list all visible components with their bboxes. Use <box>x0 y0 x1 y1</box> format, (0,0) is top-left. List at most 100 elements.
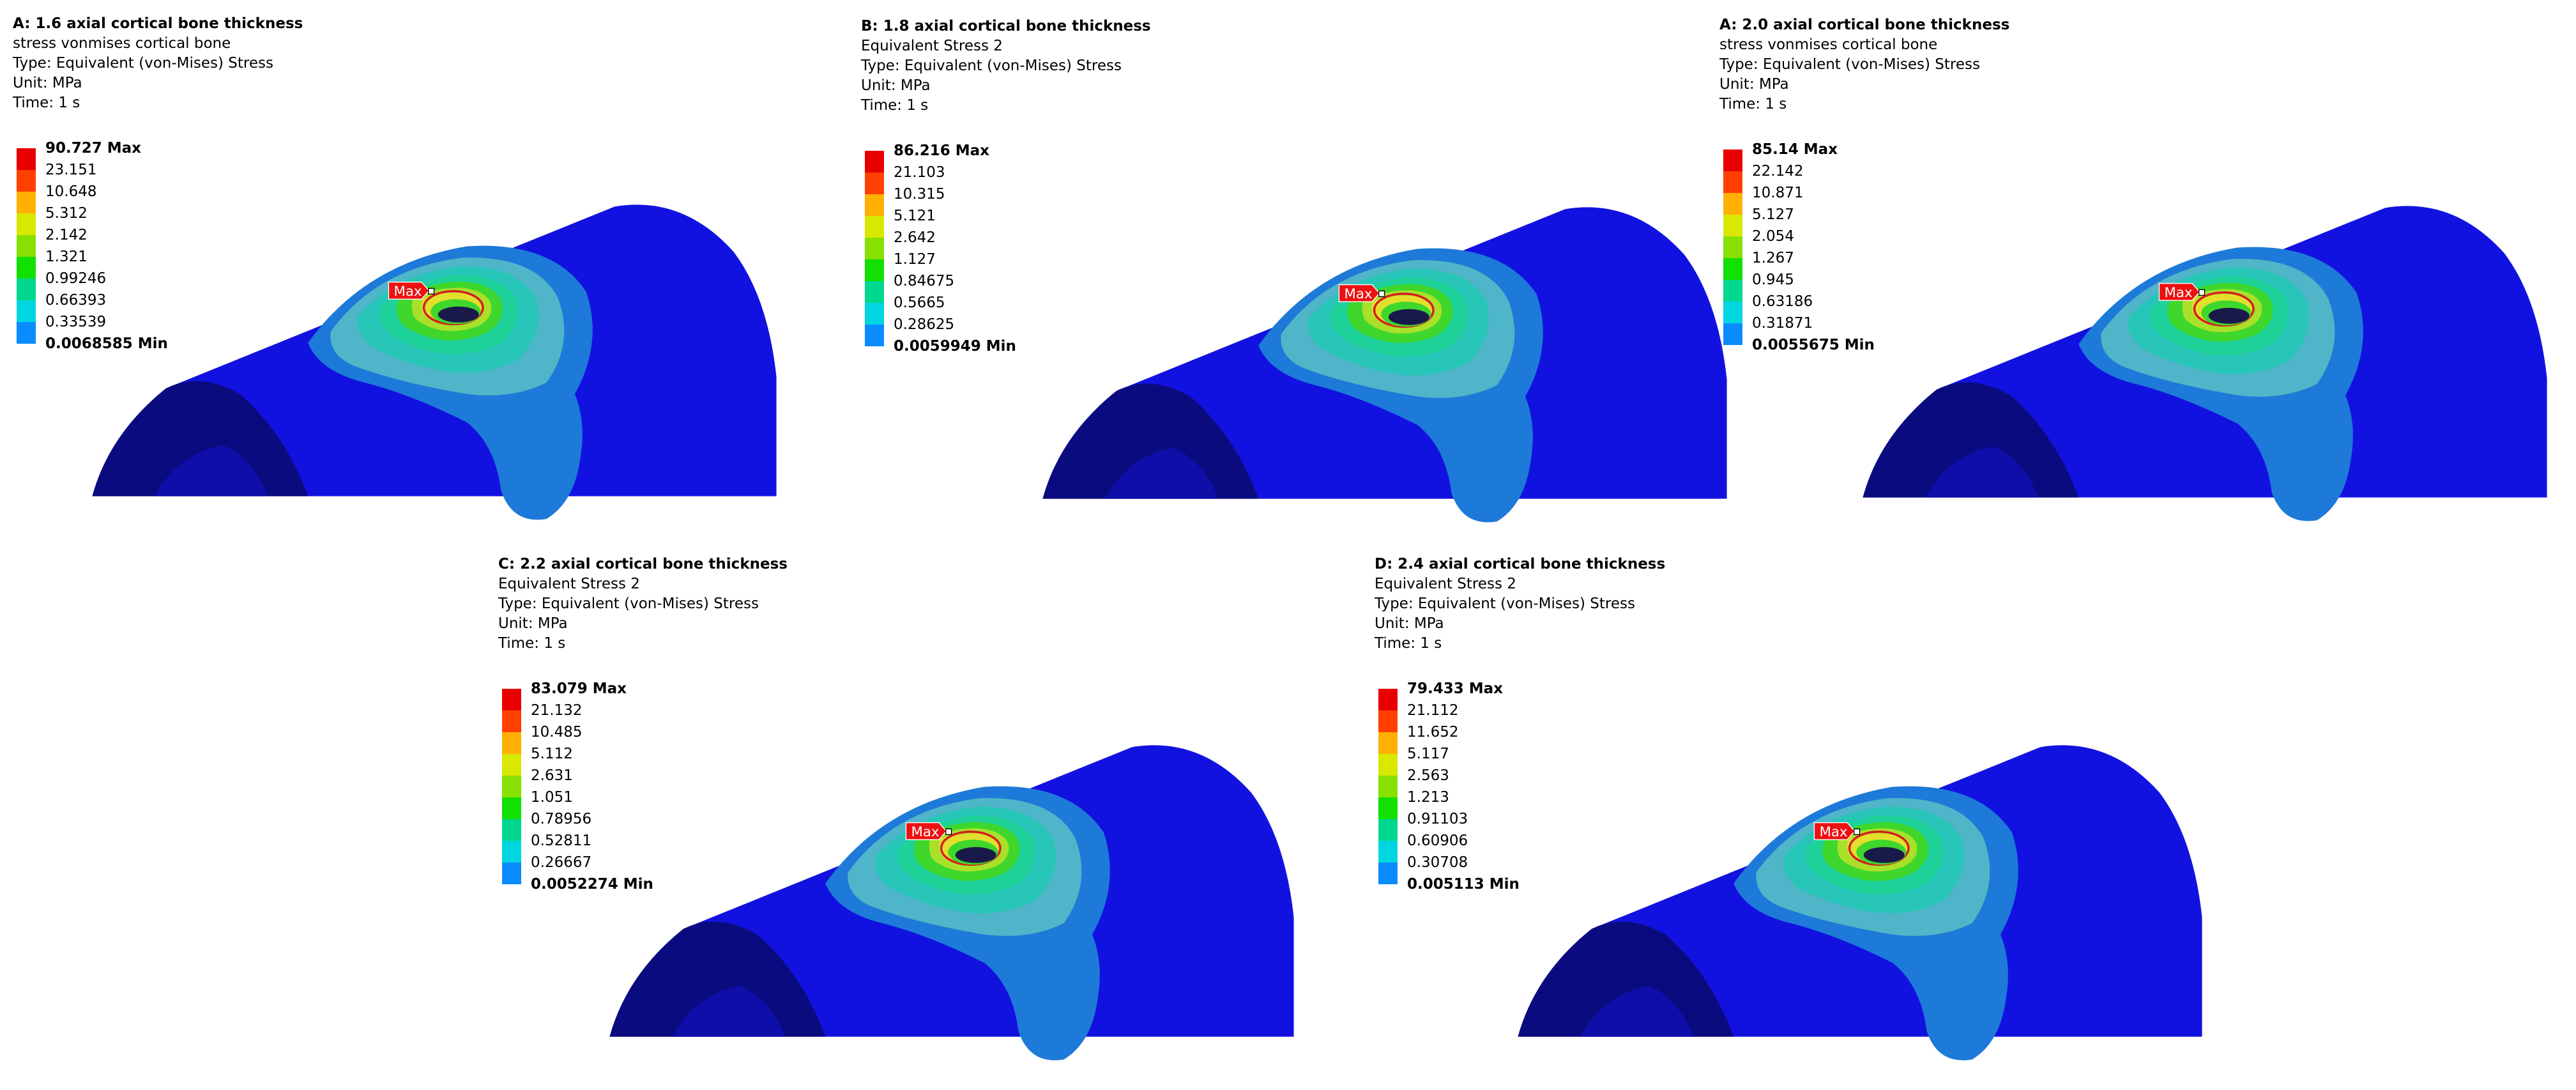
legend-value: 5.312 <box>45 205 88 222</box>
legend-value: 2.563 <box>1407 767 1449 784</box>
stress-band-red-ring <box>1373 293 1435 328</box>
legend-value: 21.103 <box>894 164 945 181</box>
legend-value: 2.631 <box>531 767 573 784</box>
legend-swatch <box>1723 150 1742 171</box>
panel-title: A: 2.0 axial cortical bone thickness <box>1719 17 2010 33</box>
color-legend: 79.433 Max 21.112 11.652 5.117 2.563 1.213 0.9… <box>1378 680 1570 900</box>
color-legend: 90.727 Max 23.151 10.648 5.312 2.142 1.321 0.9… <box>17 140 208 359</box>
legend-swatch <box>502 776 521 797</box>
panel-title: A: 1.6 axial cortical bone thickness <box>13 15 303 32</box>
panel-time: Time: 1 s <box>13 95 80 111</box>
cylinder-end-face <box>92 381 309 496</box>
max-tag-label: Max <box>1344 286 1372 302</box>
legend-max-value: 90.727 Max <box>45 140 142 157</box>
legend-value: 21.132 <box>531 702 583 719</box>
legend-value: 22.142 <box>1752 163 1804 180</box>
max-tag: Max <box>2158 282 2206 301</box>
legend-value: 10.485 <box>531 724 583 741</box>
panel-type: Type: Equivalent (von-Mises) Stress <box>861 58 1122 74</box>
legend-value: 5.117 <box>1407 746 1449 762</box>
legend-value: 5.121 <box>894 208 936 224</box>
legend-swatch <box>1378 819 1398 841</box>
panel-subtitle: stress vonmises cortical bone <box>1719 36 1938 53</box>
legend-value: 0.78956 <box>531 811 592 827</box>
legend-swatch <box>502 754 521 776</box>
legend-value: 0.33539 <box>45 314 107 330</box>
legend-value: 0.26667 <box>531 854 592 871</box>
legend-swatch <box>502 732 521 754</box>
cylinder-end-ring <box>155 445 268 496</box>
legend-swatch <box>1723 302 1742 323</box>
legend-value: 0.63186 <box>1752 293 1813 310</box>
legend-value: 0.5665 <box>894 295 945 311</box>
legend-swatch <box>17 235 36 257</box>
legend-value: 0.66393 <box>45 292 107 309</box>
legend-value: 2.054 <box>1752 228 1794 245</box>
panel-time: Time: 1 s <box>861 97 929 114</box>
cylinder-end-face <box>1518 921 1734 1037</box>
legend-swatch <box>1723 236 1742 258</box>
panel-type: Type: Equivalent (von-Mises) Stress <box>13 55 273 72</box>
legend-value: 1.321 <box>45 249 88 265</box>
panel-subtitle: stress vonmises cortical bone <box>13 35 231 52</box>
max-tag-label: Max <box>2164 285 2192 301</box>
legend-swatch <box>1723 323 1742 345</box>
color-legend: 85.14 Max 22.142 10.871 5.127 2.054 1.267 0.94… <box>1723 141 1915 360</box>
screw-hole-inner <box>1388 309 1429 325</box>
color-legend: 86.216 Max 21.103 10.315 5.121 2.642 1.127 0.8… <box>865 142 1056 362</box>
legend-swatch <box>865 194 884 216</box>
legend-swatch <box>502 689 521 710</box>
panel-unit: Unit: MPa <box>1719 76 1789 93</box>
legend-swatch <box>1378 797 1398 819</box>
legend-value: 2.642 <box>894 229 936 246</box>
legend-value: 1.267 <box>1752 250 1794 266</box>
panel-time: Time: 1 s <box>498 635 566 652</box>
legend-value: 0.52811 <box>531 833 592 849</box>
panel-unit: Unit: MPa <box>498 615 568 632</box>
legend-swatch <box>865 325 884 346</box>
max-tag: Max <box>388 281 435 300</box>
legend-value: 5.127 <box>1752 206 1794 223</box>
legend-value: 0.945 <box>1752 272 1794 288</box>
legend-value: 21.112 <box>1407 702 1459 719</box>
legend-value: 0.99246 <box>45 270 107 287</box>
legend-min-value: 0.005113 Min <box>1407 876 1520 893</box>
max-tag: Max <box>1338 284 1385 302</box>
panel-time: Time: 1 s <box>1719 96 1787 112</box>
legend-swatch <box>502 863 521 884</box>
panel-header: B: 1.8 axial cortical bone thickness Equ… <box>861 17 1151 116</box>
legend-swatch <box>865 216 884 238</box>
panel-header: D: 2.4 axial cortical bone thickness Equ… <box>1375 555 1665 654</box>
legend-swatch <box>1378 710 1398 732</box>
legend-min-value: 0.0059949 Min <box>894 338 1016 355</box>
legend-swatch <box>865 259 884 281</box>
legend-value: 0.28625 <box>894 316 955 333</box>
legend-value: 0.60906 <box>1407 833 1468 849</box>
legend-value: 1.127 <box>894 251 936 268</box>
stress-band-red-ring <box>940 831 1002 866</box>
cylinder-end-ring <box>1925 446 2039 498</box>
color-legend: 83.079 Max 21.132 10.485 5.112 2.631 1.051 0.7… <box>502 680 694 900</box>
panel-subtitle: Equivalent Stress 2 <box>861 38 1003 54</box>
legend-value: 10.871 <box>1752 185 1804 201</box>
panel-title: D: 2.4 axial cortical bone thickness <box>1375 556 1666 572</box>
legend-min-value: 0.0055675 Min <box>1752 337 1875 353</box>
legend-min-value: 0.0052274 Min <box>531 876 653 893</box>
legend-value: 1.051 <box>531 789 573 806</box>
max-tag: Max <box>1813 822 1861 840</box>
legend-value: 23.151 <box>45 162 97 178</box>
stress-contour-model: Max <box>1518 745 2202 1061</box>
legend-value: 5.112 <box>531 746 573 762</box>
max-tag: Max <box>905 822 952 840</box>
screw-hole-inner <box>1863 847 1905 863</box>
legend-value: 0.30708 <box>1407 854 1468 871</box>
legend-value: 10.315 <box>894 186 945 203</box>
legend-swatch <box>1378 863 1398 884</box>
cylinder-end-face <box>1042 383 1259 499</box>
legend-swatch <box>1723 280 1742 302</box>
legend-swatch <box>865 238 884 259</box>
panel-header: A: 1.6 axial cortical bone thickness str… <box>13 14 303 113</box>
stress-contour-model: Max <box>1042 207 1727 523</box>
panel-type: Type: Equivalent (von-Mises) Stress <box>1375 595 1635 612</box>
legend-swatch <box>1378 841 1398 863</box>
